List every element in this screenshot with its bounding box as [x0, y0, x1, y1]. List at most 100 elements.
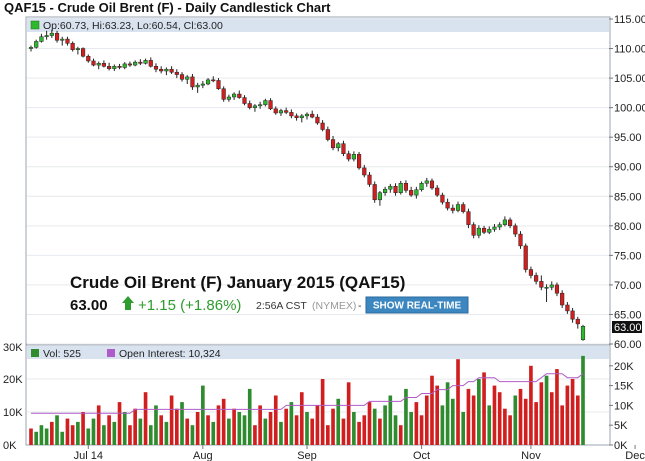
- candle-down: [320, 122, 325, 130]
- candle-up: [232, 93, 237, 98]
- candle-down: [466, 211, 471, 225]
- volume-tick-label-left: 20K: [3, 374, 23, 386]
- volume-bar: [148, 425, 153, 445]
- volume-bar: [258, 405, 262, 445]
- candle-up: [185, 76, 190, 80]
- candle-down: [247, 103, 252, 108]
- volume-bar: [362, 415, 367, 445]
- candle-down: [117, 66, 122, 68]
- price-tick-label: 65.00: [614, 309, 642, 321]
- chart-title: QAF15 - Crude Oil Brent (F) - Daily Cand…: [4, 0, 331, 15]
- volume-bar: [482, 372, 486, 445]
- candle-up: [164, 68, 169, 72]
- volume-bar: [65, 418, 70, 445]
- price-legend-bar: [27, 18, 609, 32]
- date-tick-label: Oct: [413, 450, 430, 461]
- candle-up: [388, 185, 393, 190]
- candle-down: [65, 38, 70, 44]
- candle-down: [330, 139, 336, 149]
- candle-down: [403, 183, 409, 191]
- volume-bar: [44, 428, 49, 445]
- candle-down: [284, 110, 289, 113]
- overlay-exchange: (NYMEX): [312, 300, 356, 312]
- volume-bar: [331, 408, 335, 445]
- volume-bar: [55, 415, 59, 445]
- candle-down: [325, 129, 330, 140]
- volume-bar: [456, 359, 460, 445]
- candle-down: [179, 74, 185, 80]
- candle-down: [159, 68, 164, 72]
- candle-down: [169, 68, 174, 73]
- volume-bar: [352, 412, 356, 445]
- up-arrow-icon: [122, 296, 134, 310]
- candle-down: [570, 310, 575, 320]
- volume-bar: [534, 402, 538, 445]
- candle-down: [190, 76, 195, 88]
- volume-bar: [289, 402, 294, 445]
- last-price-tag: [612, 321, 642, 333]
- volume-bar: [477, 379, 481, 445]
- price-tick-label: 80.00: [614, 221, 642, 233]
- candle-up: [44, 35, 49, 37]
- candle-down: [138, 61, 143, 64]
- candle-down: [289, 112, 294, 117]
- volume-bar: [523, 398, 528, 445]
- candle-down: [409, 190, 414, 196]
- candle-up: [28, 47, 34, 49]
- candle-up: [258, 104, 263, 107]
- volume-bar: [284, 408, 288, 445]
- candle-down: [435, 187, 440, 196]
- candle-up: [476, 227, 481, 236]
- candle-down: [148, 60, 153, 67]
- candle-down: [518, 233, 523, 247]
- volume-bar: [221, 398, 226, 445]
- volume-bar: [247, 388, 252, 445]
- volume-axes: 30K 20K 10K 0K 20K 15K 10K 5K 0K: [3, 342, 634, 452]
- volume-bar: [164, 421, 169, 445]
- candle-down: [534, 275, 539, 282]
- overlay-time: 2:56A CST: [256, 300, 307, 312]
- price-tick-label: 100.00: [614, 103, 645, 115]
- volume-tick-label-right: 10K: [614, 400, 634, 412]
- volume-bar: [393, 415, 398, 445]
- volume-bar: [185, 418, 190, 445]
- price-tick-label: 85.00: [614, 191, 642, 203]
- volume-bar: [50, 421, 54, 445]
- price-tick-label: 110.00: [614, 44, 645, 56]
- volume-bar: [497, 392, 502, 445]
- candle-up: [263, 100, 268, 105]
- volume-bar: [487, 405, 492, 445]
- last-price-tag-text: 63.00: [614, 322, 642, 334]
- candle-up: [226, 96, 231, 100]
- candle-up: [205, 79, 211, 85]
- price-tick-label: 90.00: [614, 162, 642, 174]
- volume-legend-swatch: [31, 349, 39, 357]
- candle-up: [39, 36, 44, 42]
- open-interest-legend: Open Interest: 10,324: [119, 348, 221, 360]
- volume-bar: [242, 415, 247, 445]
- volume-legend-bar: [27, 346, 609, 359]
- volume-bar: [102, 425, 106, 445]
- volume-bar: [86, 428, 91, 445]
- volume-bar: [414, 402, 419, 445]
- volume-bar: [273, 395, 278, 445]
- candle-up: [414, 189, 419, 196]
- candle-up: [549, 284, 554, 288]
- candle-up: [487, 229, 492, 233]
- candle-down: [554, 284, 560, 294]
- volume-tick-label-right: 5K: [614, 420, 628, 432]
- show-real-time-button[interactable]: SHOW REAL-TIME: [365, 296, 469, 314]
- candle-up: [112, 66, 117, 69]
- volume-bar: [440, 405, 445, 445]
- volume-legend: Vol: 525: [43, 348, 81, 360]
- candle-down: [539, 281, 544, 288]
- volume-bar: [279, 421, 283, 445]
- candle-down: [429, 180, 435, 189]
- candle-up: [419, 183, 424, 191]
- candle-down: [367, 174, 372, 185]
- date-tick-label: Aug: [193, 450, 213, 461]
- volume-bar: [190, 425, 195, 445]
- volume-bar: [529, 365, 533, 445]
- candle-down: [523, 245, 528, 270]
- candle-up: [200, 83, 205, 86]
